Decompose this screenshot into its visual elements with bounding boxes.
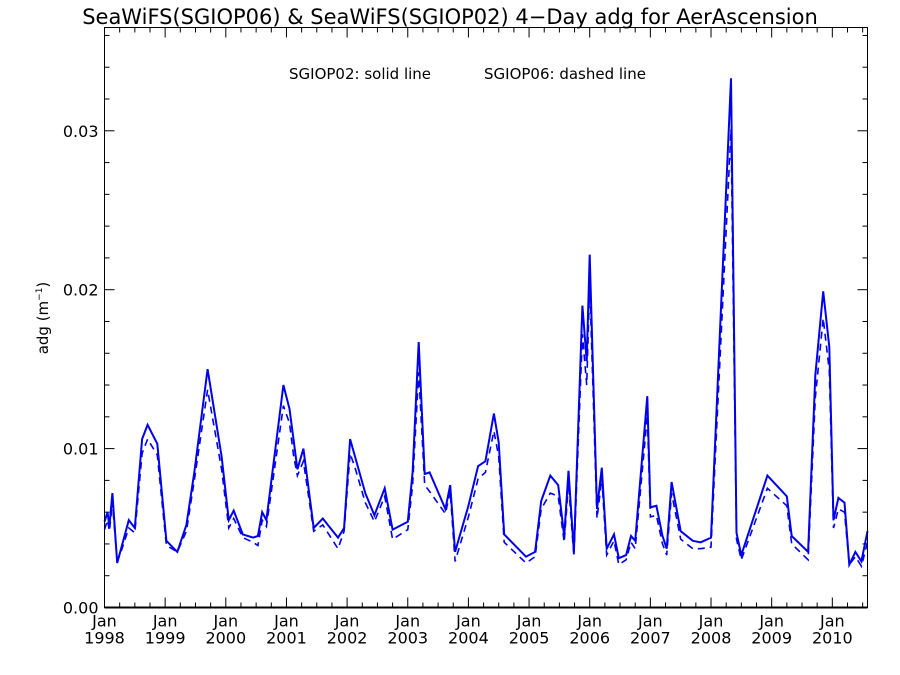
- x-tick-month: Jan: [758, 612, 784, 631]
- x-tick-month: Jan: [334, 612, 360, 631]
- x-tick-year: 2001: [266, 629, 307, 648]
- y-axis-label-close: ): [34, 282, 52, 288]
- x-tick-year: 2002: [327, 629, 368, 648]
- y-tick-label: 0.02: [63, 281, 99, 300]
- x-tick-year: 2008: [691, 629, 732, 648]
- x-tick-year: 1999: [145, 629, 186, 648]
- x-tick-month: Jan: [455, 612, 481, 631]
- y-axis-label-sup: −1: [35, 288, 45, 301]
- plot-frame: [104, 27, 868, 608]
- series-line-dashed: [103, 129, 869, 569]
- x-tick-month: Jan: [212, 612, 238, 631]
- x-tick-month: Jan: [576, 612, 602, 631]
- x-tick-month: Jan: [152, 612, 178, 631]
- x-tick-year: 2004: [448, 629, 489, 648]
- annotation-dashed: SGIOP06: dashed line: [484, 65, 646, 83]
- series-line-solid: [103, 78, 869, 569]
- x-tick-year: 1998: [84, 629, 125, 648]
- x-tick-year: 2009: [751, 629, 792, 648]
- annotation-solid: SGIOP02: solid line: [289, 65, 431, 83]
- y-axis-label-main: adg (m: [34, 301, 52, 354]
- x-tick-year: 2000: [205, 629, 246, 648]
- x-tick-month: Jan: [637, 612, 663, 631]
- axes: 0.000.010.020.03Jan1998Jan1999Jan2000Jan…: [63, 27, 868, 648]
- x-tick-month: Jan: [273, 612, 299, 631]
- x-tick-year: 2005: [509, 629, 550, 648]
- x-tick-month: Jan: [394, 612, 420, 631]
- y-tick-label: 0.00: [63, 599, 99, 618]
- x-tick-month: Jan: [698, 612, 724, 631]
- x-tick-month: Jan: [516, 612, 542, 631]
- y-axis-label: adg (m−1): [34, 282, 52, 355]
- x-tick-year: 2003: [387, 629, 428, 648]
- x-tick-month: Jan: [91, 612, 117, 631]
- x-tick-year: 2006: [569, 629, 610, 648]
- x-tick-month: Jan: [819, 612, 845, 631]
- series-layer: [103, 78, 869, 569]
- y-tick-label: 0.03: [63, 122, 99, 141]
- chart-title: SeaWiFS(SGIOP06) & SeaWiFS(SGIOP02) 4−Da…: [82, 5, 818, 29]
- x-tick-year: 2007: [630, 629, 671, 648]
- y-tick-label: 0.01: [63, 440, 99, 459]
- x-tick-year: 2010: [812, 629, 853, 648]
